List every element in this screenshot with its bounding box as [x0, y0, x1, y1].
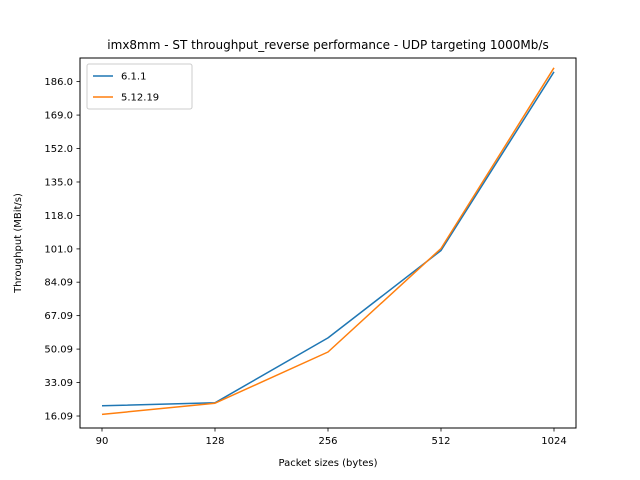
y-tick-label: 33.09 [44, 378, 73, 389]
legend-label: 5.12.19 [121, 93, 159, 104]
x-tick-label: 256 [318, 436, 337, 447]
series-line-1 [101, 67, 555, 416]
x-tick-label: 1024 [541, 436, 566, 447]
y-tick-label: 16.09 [44, 412, 73, 423]
y-tick-label: 67.09 [44, 311, 73, 322]
x-tick-label: 128 [205, 436, 224, 447]
y-tick-label: 186.0 [44, 77, 73, 88]
x-axis-title: Packet sizes (bytes) [278, 458, 377, 469]
plot-area [101, 67, 555, 416]
legend: 6.1.1 5.12.19 [86, 63, 193, 110]
y-axis: 16.09 33.09 50.09 67.09 84.09 101.0 118.0 135.0… [44, 77, 80, 423]
y-tick-label: 169.0 [44, 111, 73, 122]
y-axis-title: Throughput (MBit/s) [13, 193, 24, 294]
x-axis: 90 128 256 512 1024 [96, 428, 567, 447]
legend-label: 6.1.1 [121, 72, 146, 83]
y-tick-label: 84.09 [44, 278, 73, 289]
legend-box [86, 63, 193, 110]
x-tick-label: 90 [96, 436, 109, 447]
chart-title: imx8mm - ST throughput_reverse performan… [107, 38, 548, 52]
series-line-0 [101, 71, 555, 407]
y-tick-label: 118.0 [44, 211, 73, 222]
y-tick-label: 152.0 [44, 144, 73, 155]
plot-frame [79, 57, 577, 429]
y-tick-label: 135.0 [44, 177, 73, 188]
x-tick-label: 512 [431, 436, 450, 447]
y-tick-label: 50.09 [44, 345, 73, 356]
y-tick-label: 101.0 [44, 244, 73, 255]
